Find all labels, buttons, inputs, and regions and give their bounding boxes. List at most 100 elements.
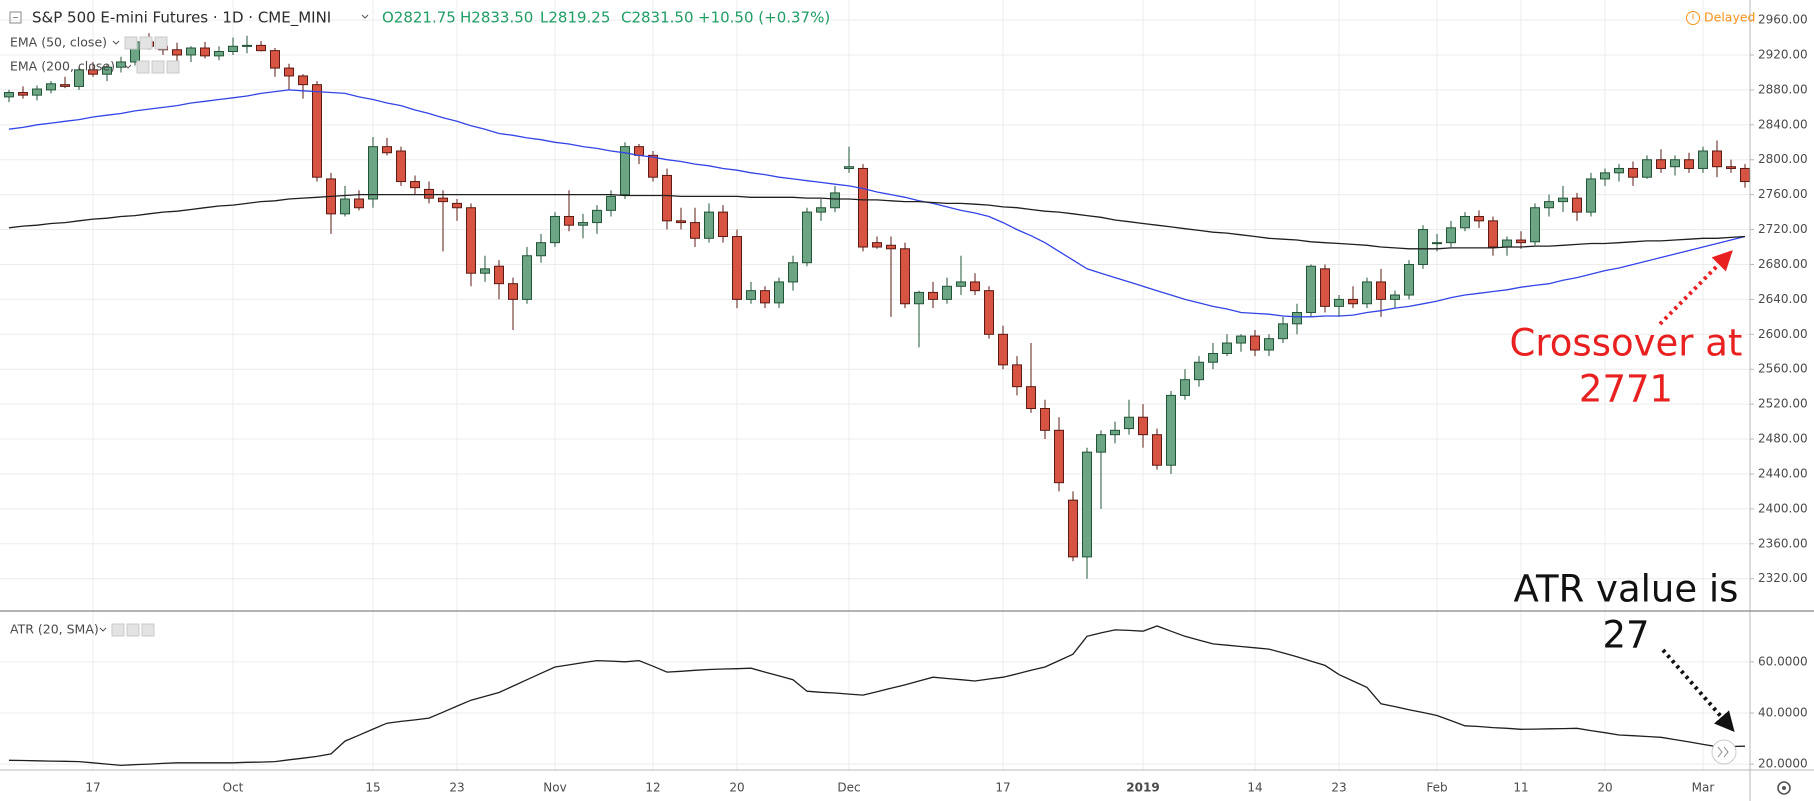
candle-body	[662, 174, 672, 222]
title-caret[interactable]	[361, 14, 369, 19]
x-tick-label: Feb	[1426, 781, 1447, 795]
candle-body	[1740, 167, 1750, 183]
candle-body	[1320, 268, 1330, 307]
candle-body	[1348, 298, 1358, 305]
legend-button[interactable]	[124, 36, 138, 50]
candle-body	[606, 195, 616, 211]
ohlc-open: O2821.75	[382, 9, 456, 27]
collapse-icon[interactable]	[9, 11, 22, 24]
y-tick-label: 2680.00	[1758, 257, 1808, 271]
candle-body	[1628, 167, 1638, 178]
legend-label: ATR (20, SMA)	[10, 622, 99, 637]
y-tick-label: 2920.00	[1758, 47, 1808, 61]
candle-body	[1110, 429, 1120, 436]
legend-icons	[99, 36, 180, 637]
candle-body	[830, 192, 840, 209]
candle-body	[1026, 386, 1036, 409]
x-tick-label: Dec	[837, 781, 860, 795]
y-tick-label: 2600.00	[1758, 327, 1808, 341]
candle-body	[1726, 166, 1736, 169]
legend-button[interactable]	[154, 36, 168, 50]
y-tick-label: 2840.00	[1758, 117, 1808, 131]
y-tick-label: 2320.00	[1758, 571, 1808, 585]
candle-body	[1488, 220, 1498, 248]
candle-body	[1712, 150, 1722, 168]
candle-body	[970, 281, 980, 292]
candle-body	[242, 44, 252, 47]
candle-body	[1152, 434, 1162, 466]
candle-body	[1460, 215, 1470, 229]
x-tick-label: 12	[645, 781, 660, 795]
candle-body	[172, 49, 182, 56]
y-tick-label: 2560.00	[1758, 362, 1808, 376]
settings-button[interactable]	[1777, 781, 1791, 795]
candle-body	[1180, 379, 1190, 396]
legend-button[interactable]	[139, 36, 153, 50]
candle-body	[928, 291, 938, 300]
candle-body	[956, 281, 966, 287]
candle-body	[592, 209, 602, 224]
candle-body	[88, 69, 98, 75]
candle-body	[4, 92, 14, 98]
candle-body	[18, 92, 28, 96]
ohlc-high: H2833.50	[460, 9, 533, 27]
legend-button[interactable]	[141, 623, 155, 637]
candle-body	[1418, 229, 1428, 265]
candle-body	[718, 211, 728, 238]
legend-button[interactable]	[136, 60, 150, 74]
scroll-button[interactable]	[1711, 739, 1737, 765]
legend-label: EMA (50, close)	[10, 35, 107, 50]
legend-button[interactable]	[151, 60, 165, 74]
series-line	[8, 89, 1746, 318]
candle-body	[522, 255, 532, 300]
legend-button[interactable]	[166, 60, 180, 74]
candle-body	[1572, 197, 1582, 213]
candle-body	[1012, 364, 1022, 388]
candle-body	[340, 198, 350, 215]
candle-body	[1362, 281, 1372, 305]
candle-body	[1236, 335, 1246, 344]
candle-body	[1698, 150, 1708, 169]
y-tick-label: 2520.00	[1758, 397, 1808, 411]
annotation-text: 2771	[1579, 368, 1673, 411]
ohlc-low: L2819.25	[540, 9, 610, 27]
candle-body	[1138, 416, 1148, 436]
candle-body	[704, 211, 714, 239]
candle-body	[550, 215, 560, 244]
candle-body	[1432, 242, 1442, 245]
candle-body	[1292, 311, 1302, 325]
candle-body	[200, 47, 210, 57]
candle-body	[1194, 361, 1204, 381]
scroll-button-icon	[1717, 746, 1729, 758]
candle-body	[214, 50, 224, 57]
candle-body	[690, 222, 700, 239]
candle-body	[746, 290, 756, 300]
x-tick-label: 14	[1247, 781, 1262, 795]
candle-body	[620, 146, 630, 196]
delayed-icon	[1686, 11, 1700, 25]
candle-body	[1642, 159, 1652, 178]
legend-button[interactable]	[111, 623, 125, 637]
candle-body	[1516, 239, 1526, 244]
y-tick-label: 2440.00	[1758, 466, 1808, 480]
candle-body	[312, 84, 322, 178]
candle-body	[1264, 338, 1274, 351]
candle-body	[816, 207, 826, 213]
legend-button[interactable]	[126, 623, 140, 637]
x-tick-label: 23	[1331, 781, 1346, 795]
annotation-text: Crossover at	[1510, 322, 1743, 365]
candle-body	[1600, 172, 1610, 180]
candle-body	[1068, 499, 1078, 558]
candle-body	[914, 291, 924, 305]
candle-body	[1040, 407, 1050, 431]
candle-body	[1656, 159, 1666, 169]
y-tick-label: 2760.00	[1758, 187, 1808, 201]
candle-body	[116, 61, 126, 68]
candle-body	[1124, 416, 1134, 430]
candle-body	[578, 222, 588, 226]
candle-body	[1474, 215, 1484, 222]
x-tick-label: Nov	[543, 781, 566, 795]
candle-body	[1502, 239, 1512, 248]
candle-body	[60, 84, 70, 87]
candle-body	[1250, 335, 1260, 351]
